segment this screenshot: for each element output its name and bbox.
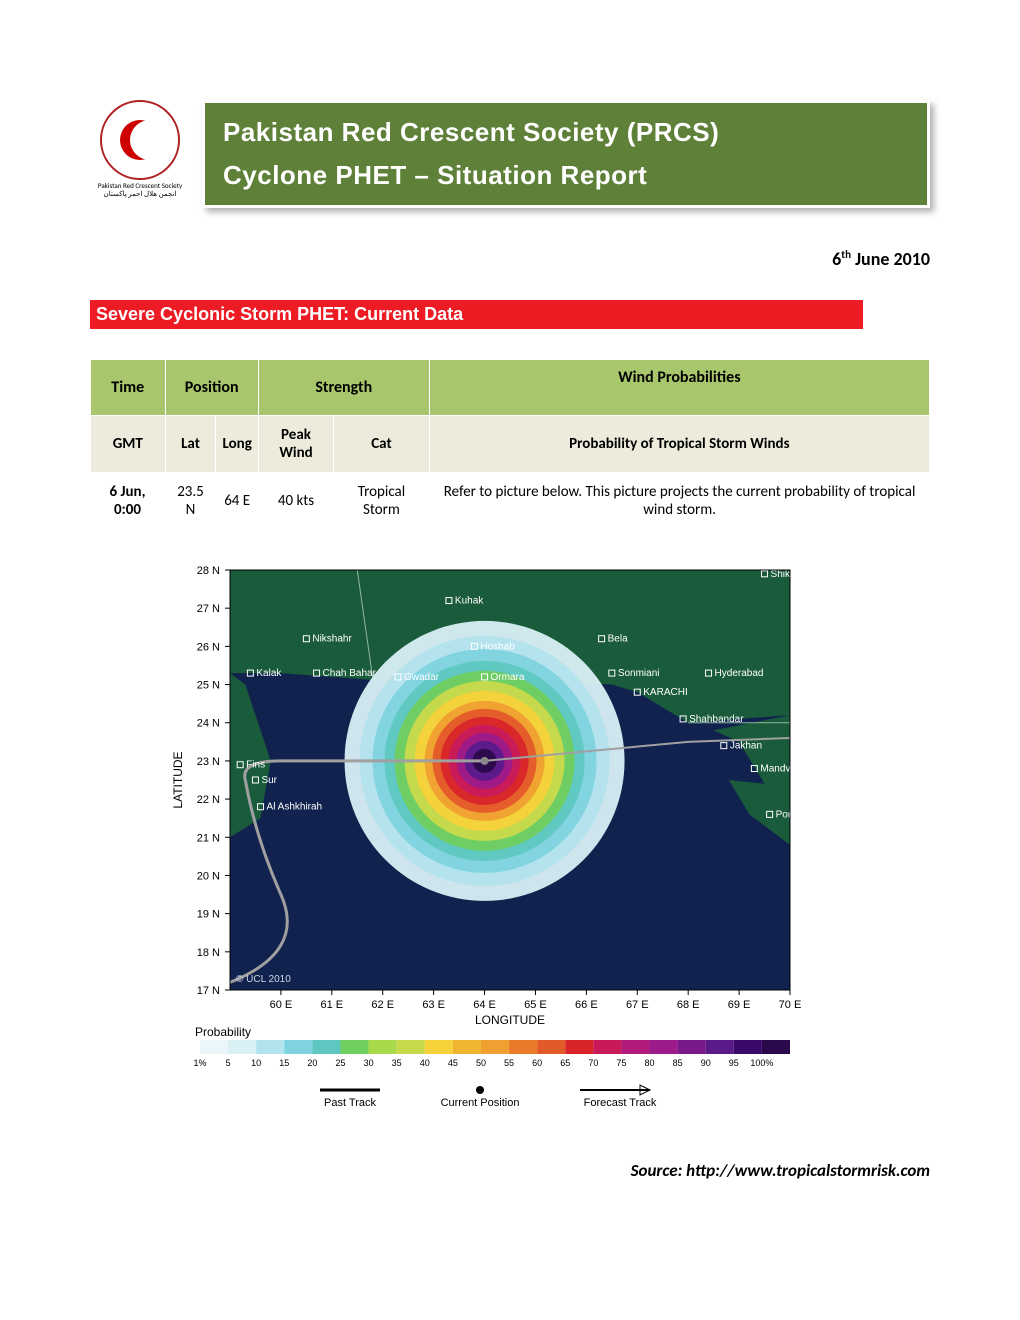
svg-text:Kalak: Kalak [256,668,282,679]
svg-text:55: 55 [504,1058,514,1068]
logo-caption: Pakistan Red Crescent Society انجمن هلال… [98,182,182,197]
svg-text:70: 70 [588,1058,598,1068]
svg-text:Past Track: Past Track [324,1097,376,1109]
svg-text:65 E: 65 E [524,999,547,1011]
title-banner: Pakistan Red Crescent Society (PRCS) Cyc… [202,100,930,208]
svg-text:Chah Bahar: Chah Bahar [323,668,377,679]
svg-text:Bela: Bela [608,634,628,645]
svg-text:5: 5 [226,1058,231,1068]
svg-text:69 E: 69 E [728,999,751,1011]
svg-text:45: 45 [448,1058,458,1068]
table-row: 6 Jun, 0:00 23.5 N 64 E 40 kts Tropical … [91,473,930,530]
svg-text:Shahbandar: Shahbandar [689,714,744,725]
svg-text:25: 25 [335,1058,345,1068]
svg-text:64 E: 64 E [473,999,496,1011]
title-line1: Pakistan Red Crescent Society (PRCS) [223,117,909,148]
svg-text:Hoshab: Hoshab [480,641,515,652]
svg-text:15: 15 [279,1058,289,1068]
svg-text:21 N: 21 N [197,832,220,844]
svg-text:62 E: 62 E [371,999,394,1011]
col-gmt: GMT [91,416,166,473]
report-date: 6th June 2010 [90,248,930,270]
svg-text:70 E: 70 E [779,999,802,1011]
col-peak: Peak Wind [258,416,333,473]
header: Pakistan Red Crescent Society انجمن هلال… [90,100,930,208]
svg-text:50: 50 [476,1058,486,1068]
svg-text:Ormara: Ormara [491,672,525,683]
col-cat: Cat [334,416,430,473]
svg-text:60 E: 60 E [270,999,293,1011]
col-time: Time [91,360,166,416]
svg-text:KARACHI: KARACHI [643,687,687,698]
col-prob: Probability of Tropical Storm Winds [429,416,929,473]
svg-text:© UCL 2010: © UCL 2010 [236,974,291,985]
storm-data-table: Time Position Strength Wind Probabilitie… [90,359,930,530]
svg-text:Porbandar: Porbandar [776,809,823,820]
svg-text:Fins: Fins [246,760,265,771]
svg-text:100%: 100% [750,1058,773,1068]
svg-text:19 N: 19 N [197,909,220,921]
svg-text:61 E: 61 E [320,999,343,1011]
svg-text:20: 20 [307,1058,317,1068]
crescent-logo-icon [100,100,180,180]
svg-text:Sur: Sur [261,775,277,786]
svg-text:30: 30 [364,1058,374,1068]
svg-text:LONGITUDE: LONGITUDE [475,1013,545,1027]
svg-text:23 N: 23 N [197,756,220,768]
svg-text:10: 10 [251,1058,261,1068]
svg-text:17 N: 17 N [197,985,220,997]
svg-text:Gwadar: Gwadar [404,672,440,683]
svg-text:27 N: 27 N [197,603,220,615]
col-position: Position [165,360,258,416]
svg-text:26 N: 26 N [197,641,220,653]
svg-text:65: 65 [560,1058,570,1068]
col-long: Long [216,416,258,473]
svg-text:Sonmiani: Sonmiani [618,668,660,679]
title-line2: Cyclone PHET – Situation Report [223,160,909,191]
source-citation: Source: http://www.tropicalstormrisk.com [90,1160,930,1181]
svg-text:68 E: 68 E [677,999,700,1011]
svg-text:Forecast Track: Forecast Track [584,1097,657,1109]
logo-block: Pakistan Red Crescent Society انجمن هلال… [90,100,190,197]
svg-text:85: 85 [673,1058,683,1068]
svg-text:95: 95 [729,1058,739,1068]
col-lat: Lat [165,416,216,473]
svg-text:67 E: 67 E [626,999,649,1011]
col-strength: Strength [258,360,429,416]
probability-map: ShikarpurKuhakNikshahrHoshabBelaKalakCha… [90,560,930,1150]
svg-text:Mandvi: Mandvi [760,764,792,775]
svg-text:18 N: 18 N [197,947,220,959]
svg-text:28 N: 28 N [197,565,220,577]
svg-text:25 N: 25 N [197,680,220,692]
svg-text:Hyderabad: Hyderabad [715,668,764,679]
svg-text:40: 40 [420,1058,430,1068]
map-svg: ShikarpurKuhakNikshahrHoshabBelaKalakCha… [160,560,860,1150]
svg-text:Jakhan: Jakhan [730,741,762,752]
section-title: Severe Cyclonic Storm PHET: Current Data [90,300,863,329]
svg-text:24 N: 24 N [197,718,220,730]
svg-text:1%: 1% [193,1058,206,1068]
svg-text:80: 80 [645,1058,655,1068]
svg-text:63 E: 63 E [422,999,445,1011]
svg-text:90: 90 [701,1058,711,1068]
svg-text:22 N: 22 N [197,794,220,806]
svg-text:Current Position: Current Position [441,1097,520,1109]
svg-text:Kuhak: Kuhak [455,596,484,607]
svg-text:LATITUDE: LATITUDE [171,751,185,808]
svg-text:Probability: Probability [195,1025,251,1039]
svg-text:60: 60 [532,1058,542,1068]
svg-text:20 N: 20 N [197,870,220,882]
svg-text:Al Ashkhirah: Al Ashkhirah [267,802,323,813]
svg-text:35: 35 [392,1058,402,1068]
svg-text:75: 75 [616,1058,626,1068]
svg-text:Nikshahr: Nikshahr [312,634,352,645]
svg-text:66 E: 66 E [575,999,598,1011]
col-wind: Wind Probabilities [429,360,929,416]
